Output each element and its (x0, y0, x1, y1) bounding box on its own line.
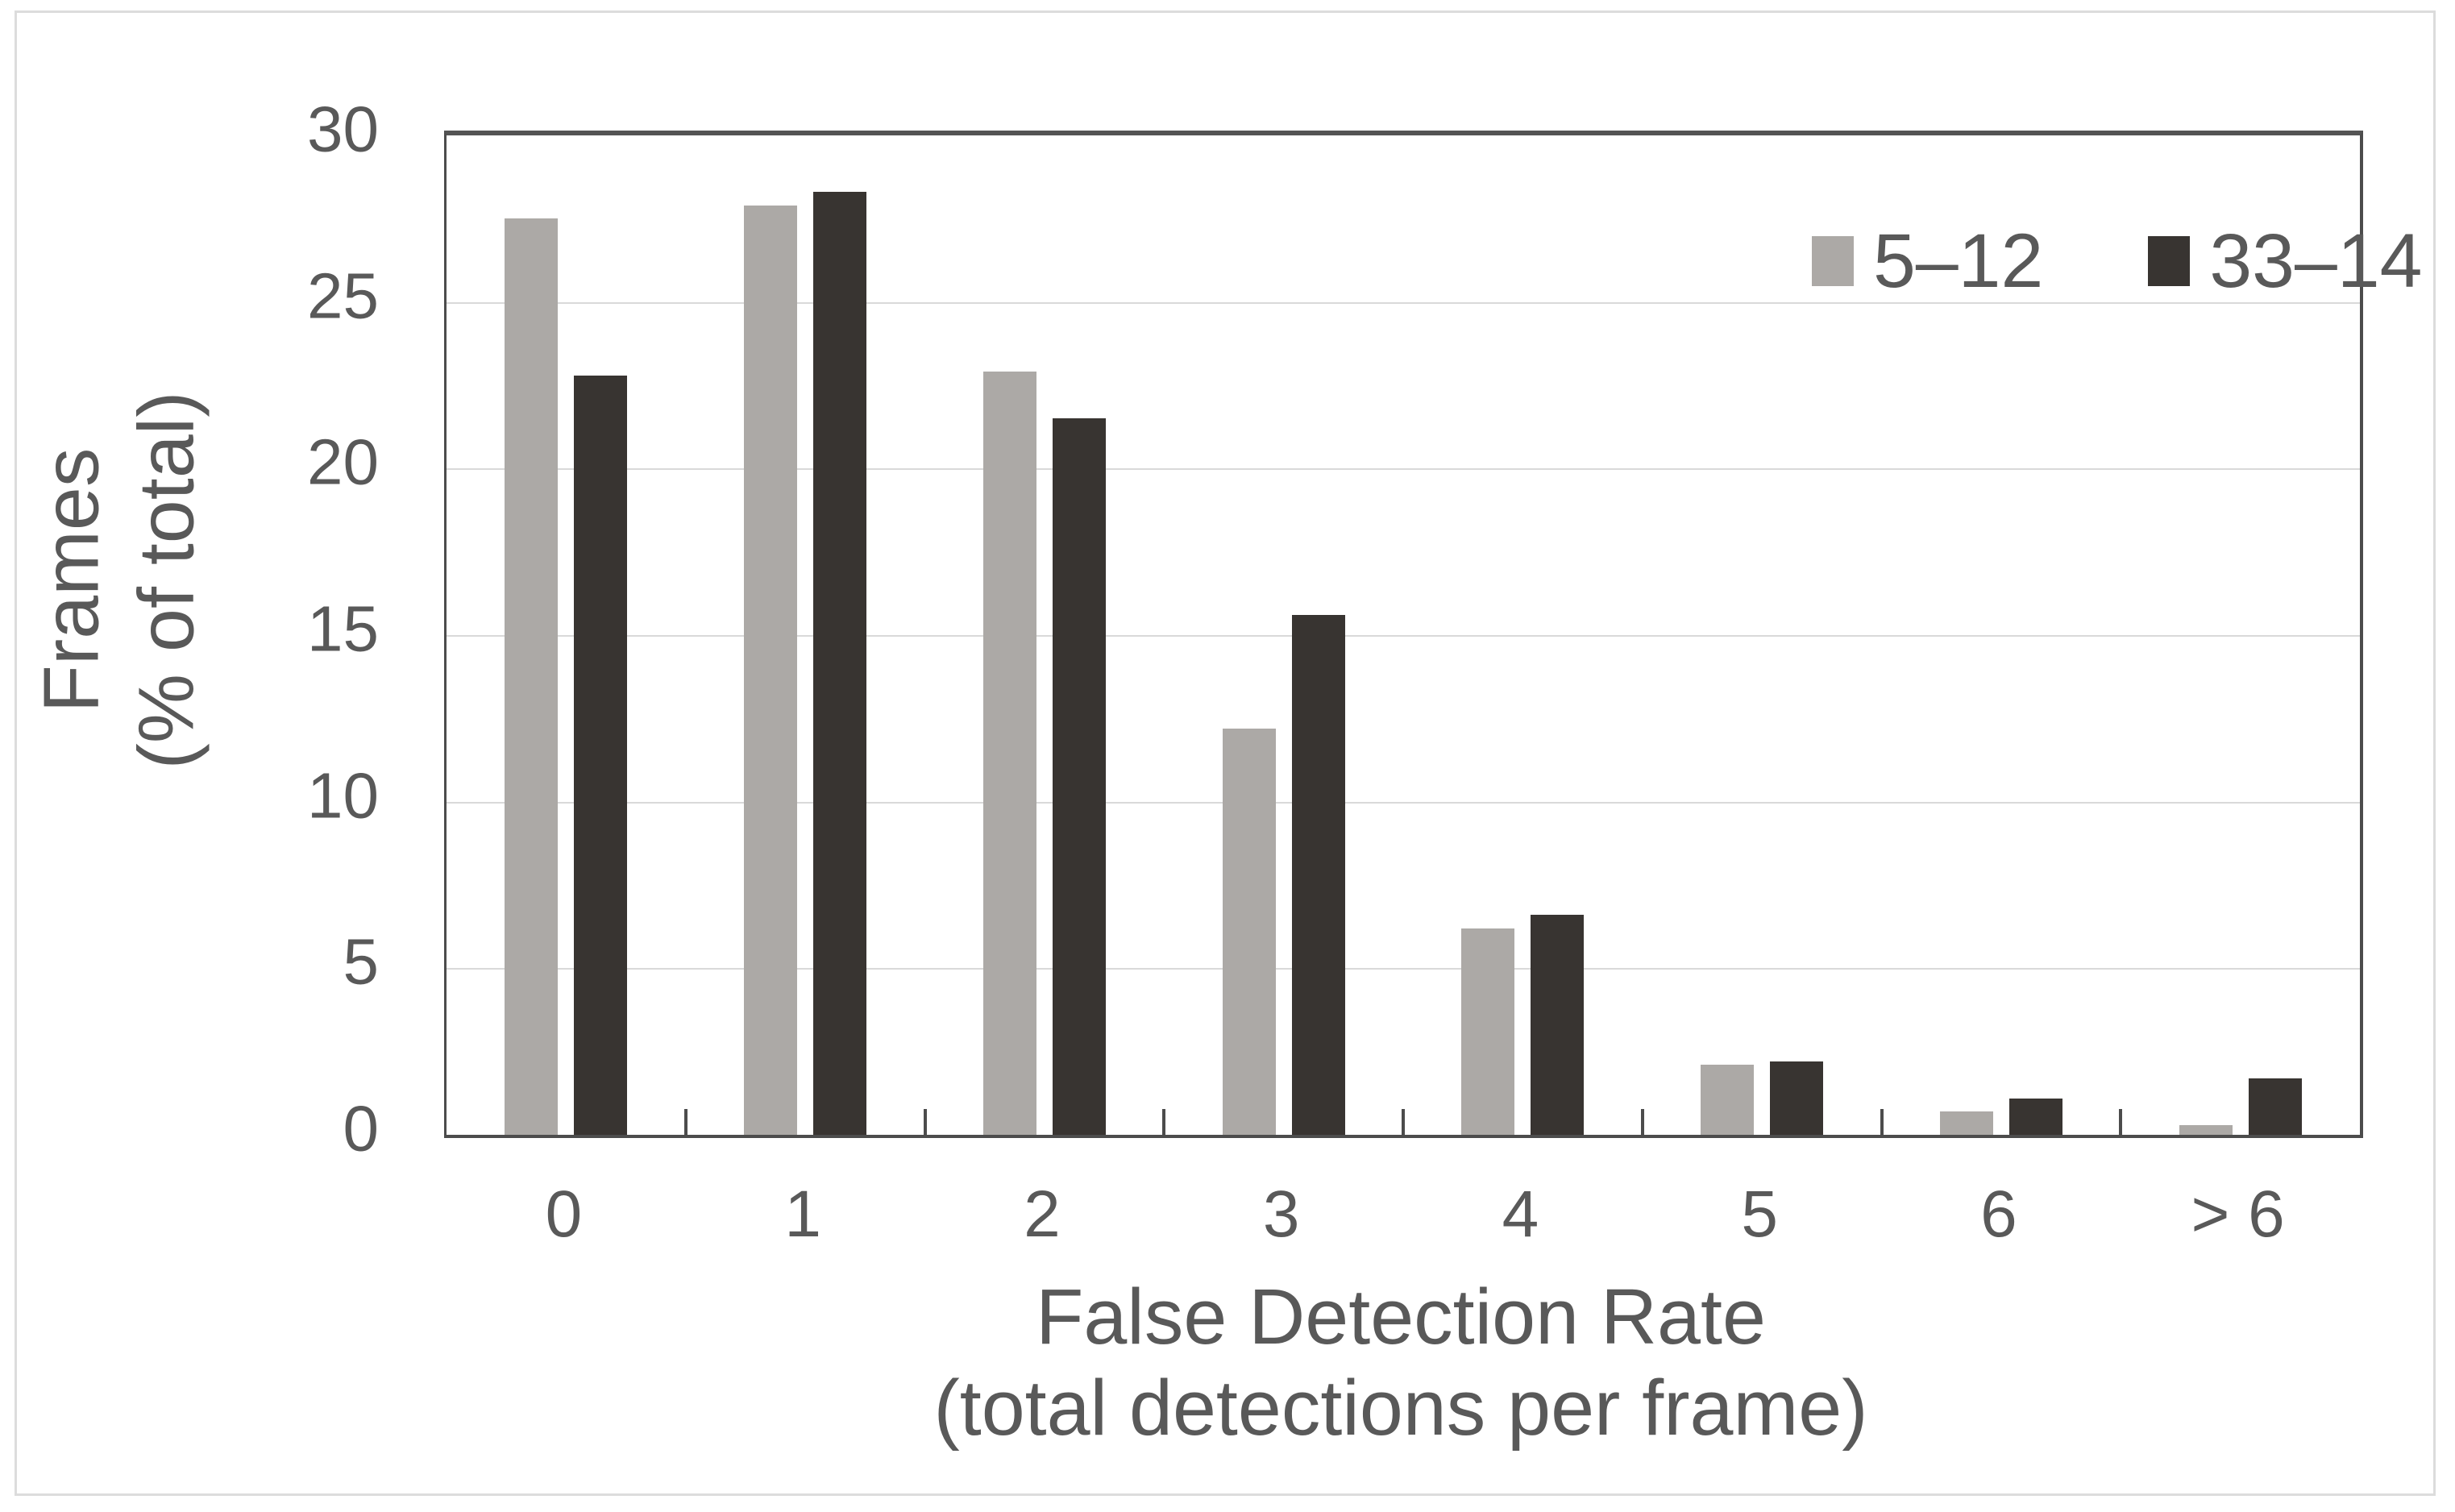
x-tick-label-6: 6 (1980, 1178, 2017, 1251)
gridline-15 (447, 635, 2360, 637)
bar-5-12-cat-5 (1701, 1065, 1755, 1135)
x-axis-title-line2: (total detections per frame) (933, 1363, 1868, 1452)
bar-33-14-cat-4 (1531, 915, 1585, 1135)
y-tick-label-5: 5 (343, 925, 380, 998)
plot-area (444, 131, 2363, 1138)
legend-label-33-14: 33–14 (2209, 218, 2423, 304)
gridline-20 (447, 468, 2360, 471)
bar-5-12-cat-3 (1222, 728, 1276, 1135)
bar-5-12-cat-2 (982, 372, 1036, 1135)
gridline-25 (447, 301, 2360, 304)
bar-5-12-cat-6 (1939, 1111, 1993, 1135)
bar-33-14-cat-7 (2248, 1078, 2302, 1135)
legend-swatch-33-14 (2148, 236, 2191, 286)
legend: 5–12 33–14 (1812, 214, 2423, 308)
x-tick-label-0: 0 (545, 1178, 583, 1251)
x-axis-boundary-tick-7 (2119, 1109, 2123, 1135)
x-axis-boundary-tick-4 (1402, 1109, 1405, 1135)
x-tick-label-4: 4 (1502, 1178, 1539, 1251)
x-tick-label-1: 1 (784, 1178, 821, 1251)
gridline-10 (447, 801, 2360, 804)
y-tick-label-20: 20 (307, 426, 379, 498)
bar-5-12-cat-1 (744, 205, 798, 1135)
x-tick-label-2: 2 (1024, 1178, 1061, 1251)
x-tick-label-7: > 6 (2191, 1178, 2285, 1251)
legend-swatch-5-12 (1812, 236, 1854, 286)
x-axis-title: False Detection Rate (total detections p… (444, 1272, 2357, 1453)
x-axis-boundary-tick-5 (1640, 1109, 1644, 1135)
x-axis-boundary-tick-1 (683, 1109, 687, 1135)
x-axis-tick-labels: 0 1 2 3 4 5 6 > 6 (444, 1178, 2357, 1267)
x-axis-boundary-tick-3 (1162, 1109, 1166, 1135)
x-tick-label-3: 3 (1262, 1178, 1300, 1251)
x-axis-boundary-tick-6 (1880, 1109, 1884, 1135)
gridline-5 (447, 968, 2360, 970)
y-tick-label-30: 30 (307, 93, 379, 165)
bar-5-12-cat-4 (1461, 928, 1515, 1135)
y-axis-tick-labels: 30 25 20 15 10 5 0 (0, 97, 380, 1161)
bar-33-14-cat-1 (813, 192, 867, 1135)
x-axis-boundary-tick-2 (923, 1109, 927, 1135)
y-tick-label-0: 0 (343, 1092, 380, 1165)
y-tick-label-10: 10 (307, 759, 379, 832)
y-tick-label-25: 25 (307, 260, 379, 332)
legend-item-33-14: 33–14 (2148, 218, 2423, 304)
bar-33-14-cat-0 (574, 375, 628, 1135)
bar-33-14-cat-2 (1052, 418, 1106, 1135)
y-tick-label-15: 15 (307, 592, 379, 665)
bar-33-14-cat-5 (1770, 1061, 1824, 1135)
x-tick-label-5: 5 (1741, 1178, 1778, 1251)
legend-label-5-12: 5–12 (1873, 218, 2044, 304)
legend-item-5-12: 5–12 (1812, 218, 2044, 304)
outer-frame (15, 10, 2436, 1496)
bar-33-14-cat-3 (1291, 615, 1345, 1135)
bar-5-12-cat-7 (2179, 1124, 2233, 1135)
x-axis-title-line1: False Detection Rate (1036, 1273, 1766, 1360)
bar-33-14-cat-6 (2008, 1098, 2062, 1135)
bar-5-12-cat-0 (505, 218, 559, 1135)
